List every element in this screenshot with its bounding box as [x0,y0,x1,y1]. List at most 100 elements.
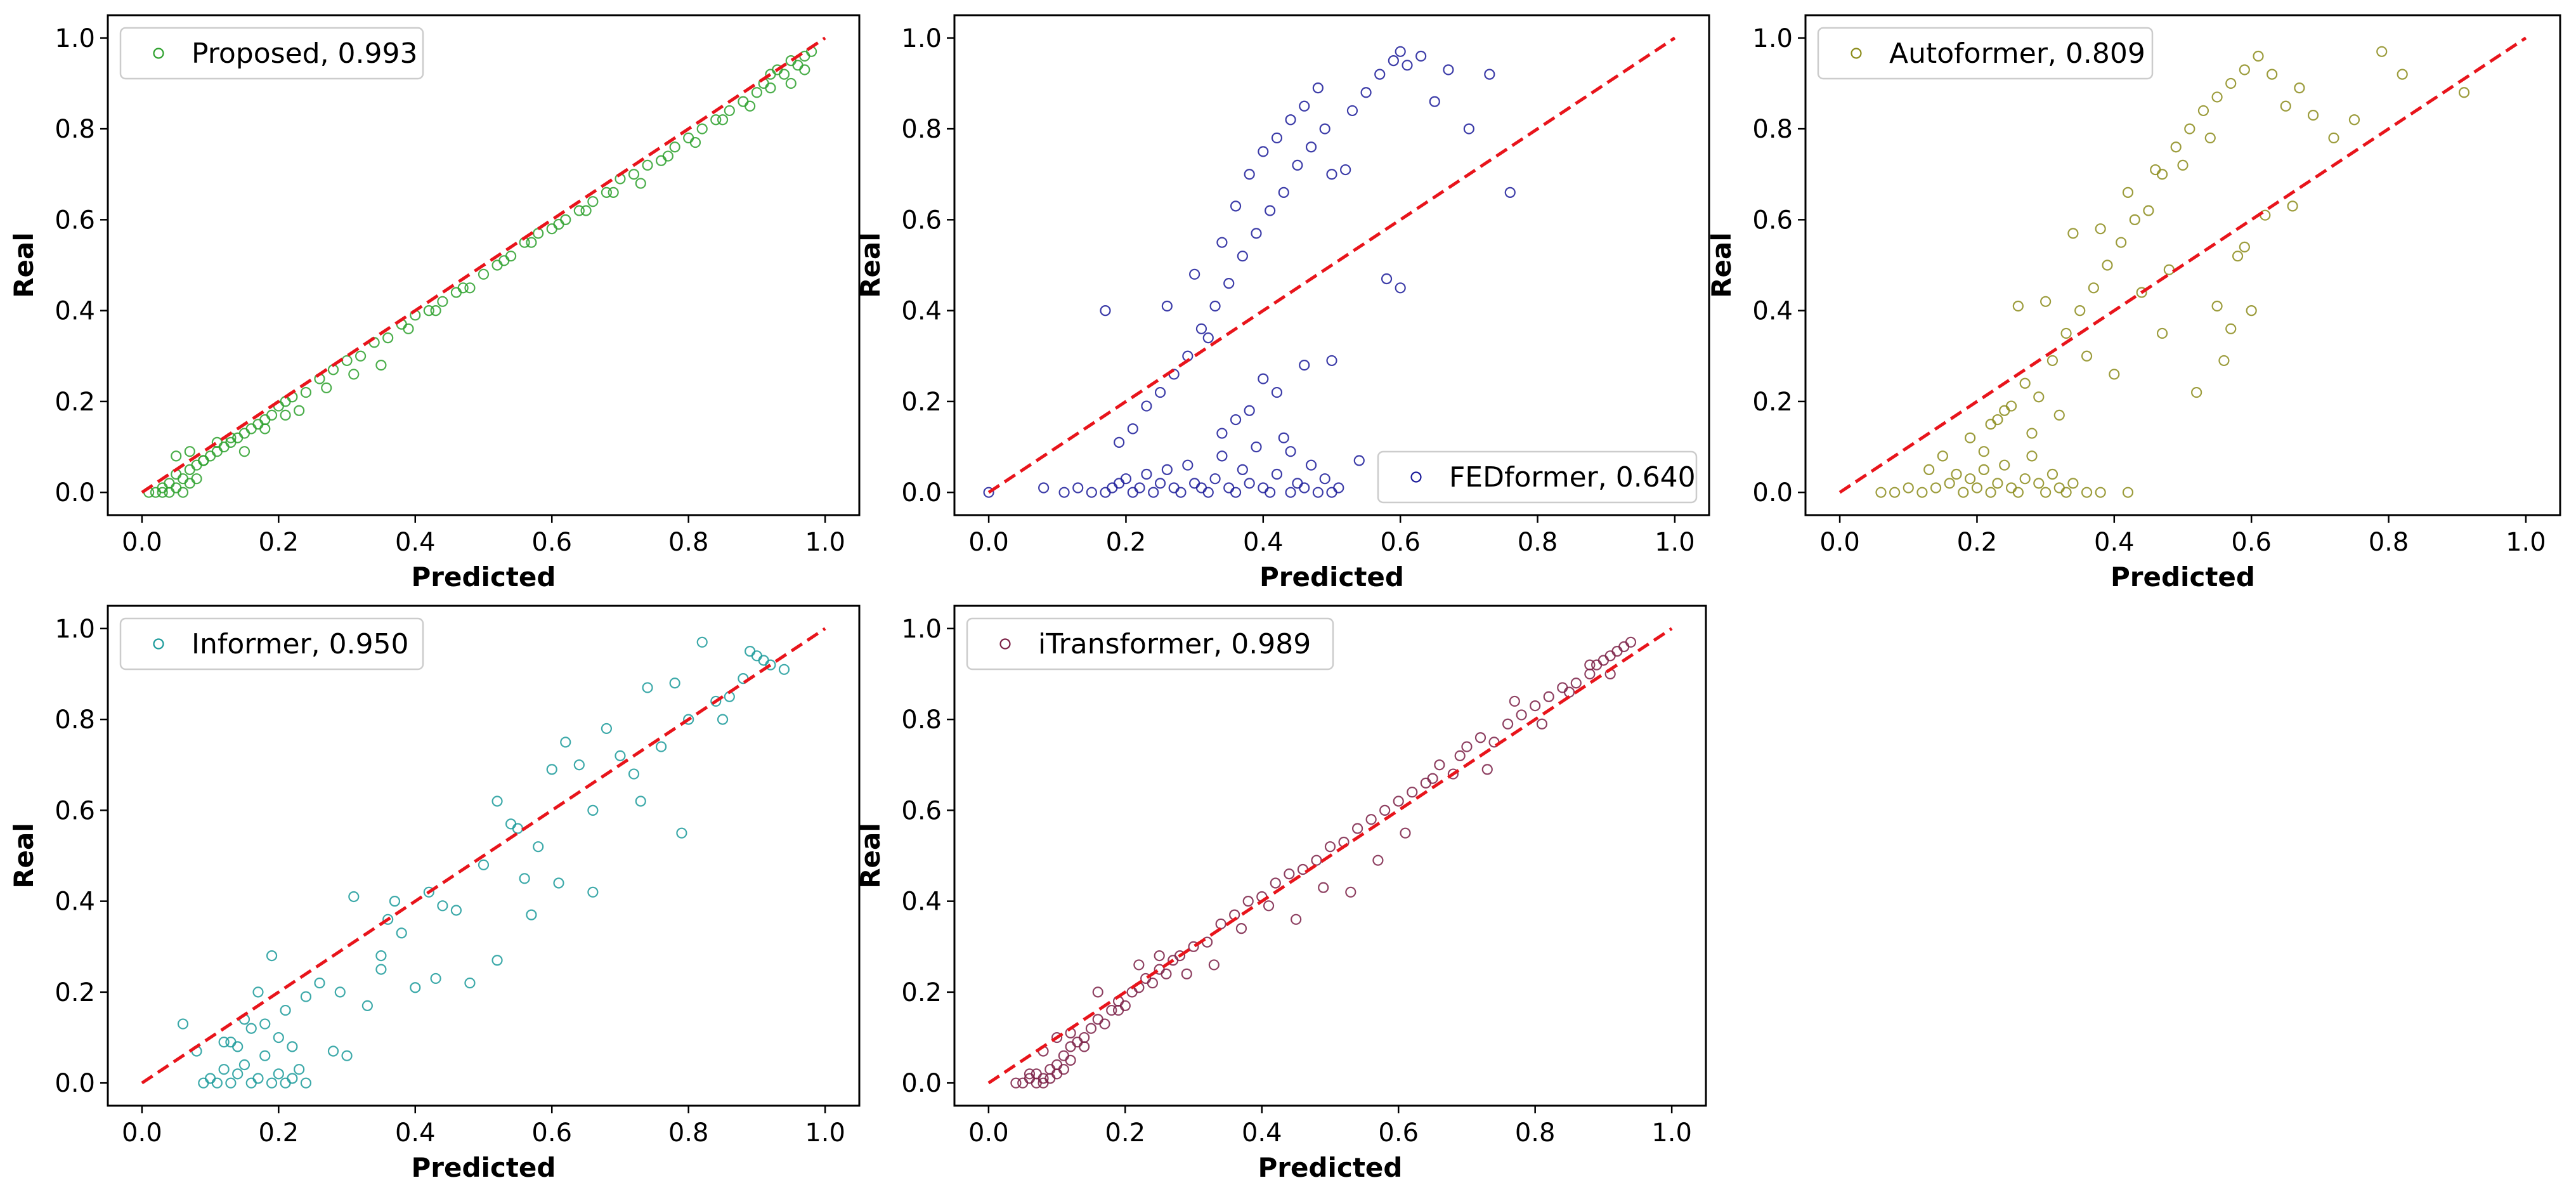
scatter-point [2170,141,2182,153]
scatter-point [1154,478,1166,489]
x-tick-label: 0.2 [1105,1118,1146,1148]
y-axis-label: Real [8,823,39,889]
scatter-point [1174,950,1186,962]
legend-marker [153,638,164,650]
scatter-point [785,77,797,89]
scatter-point [1120,473,1132,485]
scatter-point [2458,87,2470,98]
scatter-point [1461,741,1473,752]
scatter-point [491,955,503,966]
scatter-point [2012,487,2024,498]
scatter-point [2143,205,2154,216]
scatter-point [1516,709,1527,721]
scatter-point [2060,487,2072,498]
scatter-point [799,64,810,75]
scatter-point [245,1023,257,1034]
scatter-point [2012,300,2024,312]
scatter-point [2019,377,2031,389]
x-tick-label: 0.0 [122,1118,162,1148]
scatter-point [1285,487,1296,498]
scatter-point [1958,487,1969,498]
scatter-point [2294,82,2305,94]
scatter-point [2397,69,2408,80]
scatter-point [478,859,490,870]
scatter-point [546,764,557,775]
scatter-point [745,646,756,657]
scatter-point [464,282,476,294]
scatter-point [635,795,646,807]
x-tick-label: 0.8 [2369,528,2409,557]
y-tick-label: 1.0 [901,24,942,53]
scatter-point [2307,110,2319,121]
x-tick-label: 0.0 [968,528,1009,557]
scatter-point [259,1050,271,1061]
scatter-point [1278,187,1289,198]
y-axis-label: Real [855,823,886,889]
scatter-point [1427,773,1438,784]
scatter-point [1393,795,1404,807]
scatter-point [1271,132,1283,144]
scatter-point [2102,259,2113,271]
y-tick-label: 1.0 [1752,24,1793,53]
scatter-point [1415,50,1427,62]
scatter-point [1999,459,2010,471]
scatter-point [2026,428,2038,439]
scatter-point [1244,478,1255,489]
scatter-point [2232,251,2244,262]
scatter-point [1434,759,1445,771]
scatter-point [1463,123,1474,134]
scatter-point [1324,841,1336,853]
scatter-point [1133,959,1145,971]
scatter-point [2239,64,2250,75]
scatter-point [2191,386,2202,398]
y-tick-label: 0.2 [55,388,95,417]
legend: iTransformer, 0.989 [966,617,1334,671]
y-tick-label: 0.4 [901,887,942,917]
scatter-point [1365,814,1377,825]
legend-label: FEDformer, 0.640 [1449,461,1696,494]
x-tick-label: 0.0 [968,1118,1009,1148]
scatter-point [423,305,434,317]
scatter-point [457,282,469,294]
scatter-point [2074,305,2086,317]
scatter-point [2348,114,2360,126]
legend-label: Autoformer, 0.809 [1889,37,2145,70]
scatter-point [2218,355,2230,367]
y-tick-label: 0.4 [55,887,95,917]
y-tick-label: 0.6 [55,206,95,235]
y-tick-label: 1.0 [901,615,942,644]
scatter-point [1181,968,1192,979]
scatter-point [1141,400,1152,412]
legend-marker [153,48,164,59]
scatter-point [587,196,599,207]
y-tick-label: 0.0 [901,478,942,507]
reference-line [987,627,1673,1085]
y-tick-label: 0.0 [55,478,95,507]
scatter-point [1251,228,1262,239]
scatter-point [778,664,790,675]
y-axis-label: Real [855,232,886,298]
scatter-point [2246,305,2257,317]
scatter-point [198,455,209,466]
scatter-point [2328,132,2339,144]
scatter-point [437,900,448,912]
scatter-point [1345,886,1356,898]
y-tick-label: 0.8 [55,705,95,735]
scatter-point [1429,96,1440,107]
scatter-point [273,1068,284,1080]
scatter-point [696,636,708,648]
scatter-point [1270,877,1281,889]
x-tick-label: 0.4 [1242,1118,1282,1148]
scatter-point [1570,678,1582,689]
scatter-point [437,296,448,307]
scatter-point [1278,432,1289,443]
scatter-point [1271,386,1283,398]
scatter-point [526,237,537,248]
legend: FEDformer, 0.640 [1377,450,1698,504]
y-tick-label: 1.0 [55,24,95,53]
scatter-point [1134,482,1145,494]
scatter-point [1372,854,1384,866]
x-tick-label: 0.8 [1515,1118,1556,1148]
scatter-point [1502,718,1514,730]
legend-label: iTransformer, 0.989 [1038,628,1311,660]
